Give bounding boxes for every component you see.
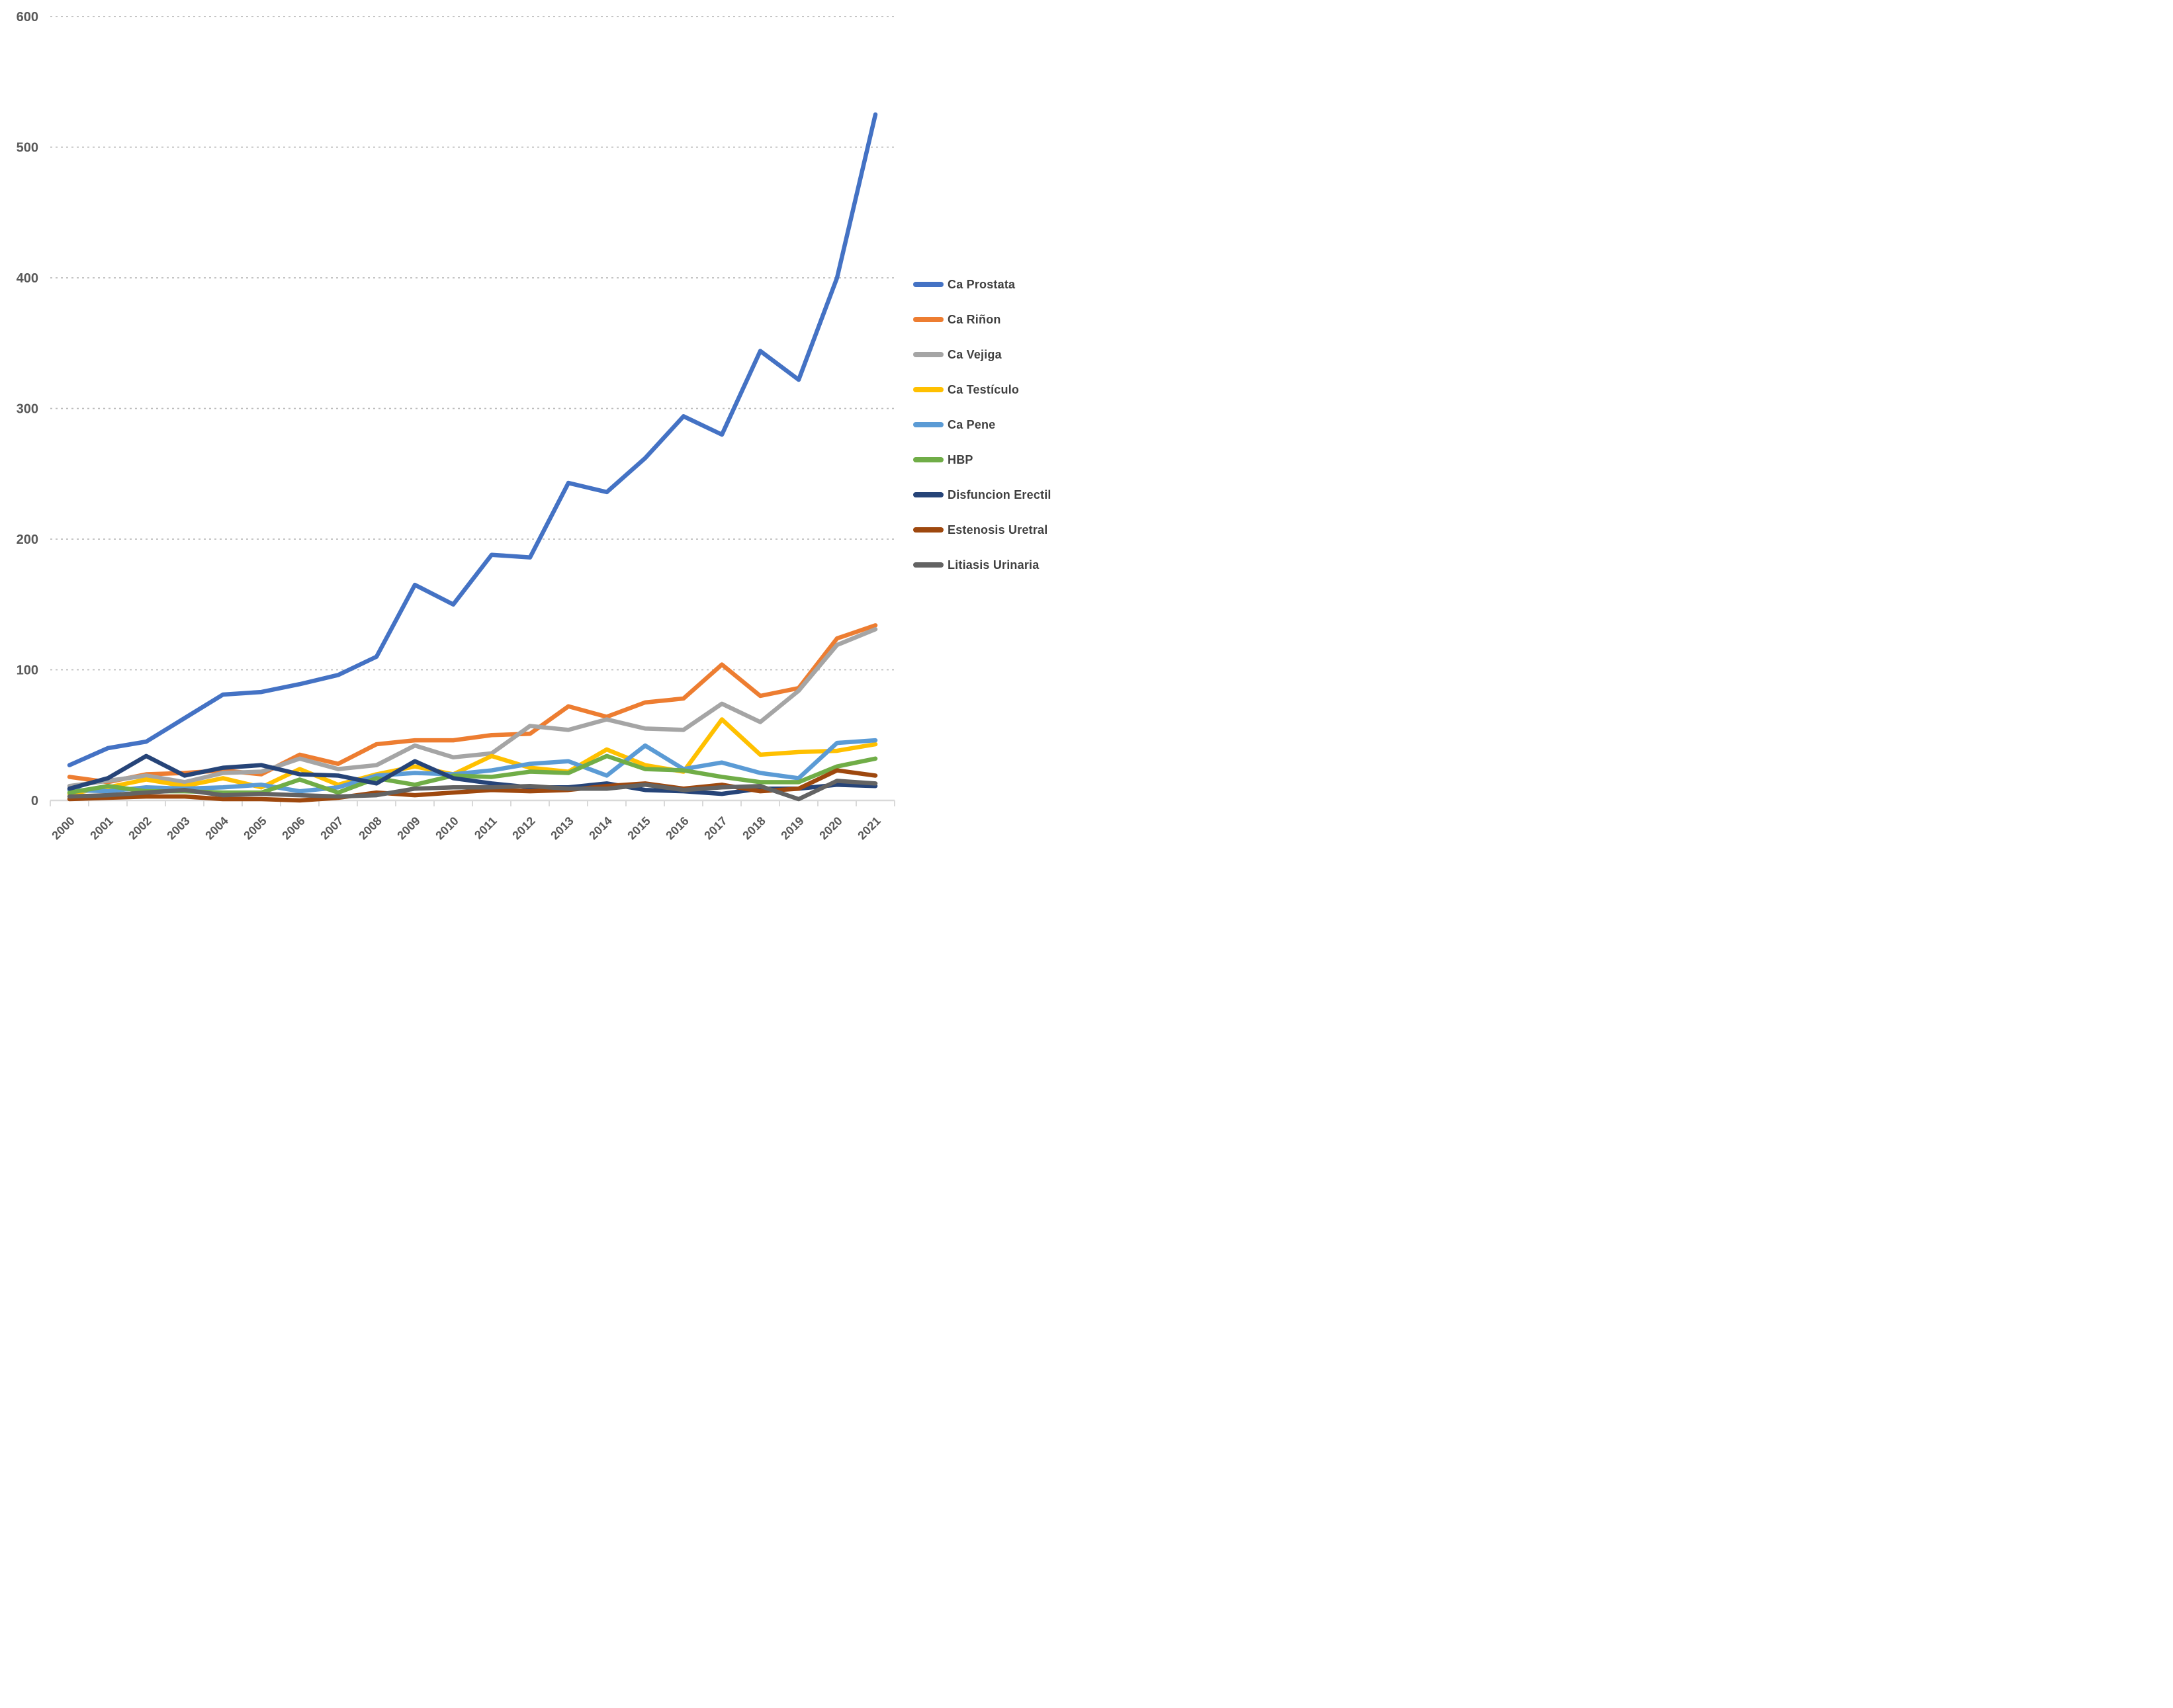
series-line-ca-riñon: [67, 623, 878, 785]
legend-label: Ca Vejiga: [948, 347, 1002, 361]
series-line-ca-testículo: [67, 717, 878, 796]
x-axis-tick-label: 2014: [586, 814, 614, 842]
series-line-ca-vejiga: [67, 627, 878, 789]
legend-label: HBP: [948, 452, 973, 466]
x-axis-tick-label: 2019: [778, 814, 806, 842]
line-chart-figure: 0 100 200 300 400 500 600 2000 2001 2002 2003 2004 2…: [0, 0, 1086, 854]
legend-swatch-icon: [913, 282, 944, 287]
x-axis-tick-label: 2021: [855, 814, 883, 842]
legend-label: Disfuncion Erectil: [948, 488, 1051, 501]
y-axis-tick-label: 500: [17, 141, 38, 155]
legend-swatch-icon: [913, 562, 944, 568]
legend-swatch-icon: [913, 492, 944, 497]
y-axis-tick-label: 600: [17, 10, 38, 24]
x-axis-tick-label: 2005: [241, 814, 269, 842]
legend-item-litiasis-urinaria: Litiasis Urinaria: [913, 556, 1051, 574]
legend-label: Litiasis Urinaria: [948, 558, 1040, 572]
y-axis-tick-label: 300: [17, 402, 38, 417]
x-axis-tick-label: 2006: [279, 814, 307, 842]
series-line-ca-prostata: [67, 112, 878, 767]
x-axis-tick-label: 2010: [433, 814, 461, 842]
legend-swatch-icon: [913, 387, 944, 392]
x-axis-tick-label: 2008: [356, 814, 384, 842]
x-axis-tick-label: 2012: [510, 814, 537, 842]
legend-item-ca-riñon: Ca Riñon: [913, 310, 1051, 329]
x-axis-tick-label: 2007: [318, 814, 345, 842]
x-axis-tick-label: 2015: [625, 814, 652, 842]
x-axis-tick-label: 2004: [202, 814, 230, 842]
x-axis-tick-label: 2011: [472, 814, 500, 842]
legend-swatch-icon: [913, 527, 944, 533]
legend-label: Ca Pene: [948, 417, 996, 431]
legend-item-estenosis-uretral: Estenosis Uretral: [913, 521, 1051, 539]
series-line-disfuncion-erectil: [67, 753, 878, 796]
legend-label: Ca Riñon: [948, 312, 1001, 326]
legend-swatch-icon: [913, 422, 944, 427]
x-axis-tick-label: 2002: [126, 814, 154, 842]
x-axis-tick-label: 2020: [817, 814, 844, 842]
y-axis-tick-label: 200: [17, 533, 38, 547]
legend-item-ca-prostata: Ca Prostata: [913, 275, 1051, 294]
x-axis-tick-label: 2001: [87, 814, 115, 842]
legend-item-ca-pene: Ca Pene: [913, 415, 1051, 434]
legend-item-ca-testículo: Ca Testículo: [913, 380, 1051, 399]
legend-item-ca-vejiga: Ca Vejiga: [913, 345, 1051, 364]
legend-swatch-icon: [913, 457, 944, 462]
x-axis-tick-label: 2013: [548, 814, 576, 842]
x-axis-tick-label: 2003: [164, 814, 192, 842]
legend-label: Ca Testículo: [948, 382, 1020, 396]
y-axis-tick-label: 100: [17, 663, 38, 678]
legend-label: Estenosis Uretral: [948, 523, 1048, 536]
legend-item-disfuncion-erectil: Disfuncion Erectil: [913, 486, 1051, 504]
legend: Ca Prostata Ca Riñon Ca Vejiga Ca Testículo…: [913, 275, 1051, 591]
y-axis-tick-label: 0: [31, 794, 38, 808]
series-line-ca-pene: [67, 738, 878, 794]
x-axis-tick-label: 2009: [394, 814, 422, 842]
series-line-litiasis-urinaria: [67, 779, 878, 802]
x-axis-tick-label: 2016: [663, 814, 691, 842]
y-axis-tick-label: 400: [17, 271, 38, 286]
line-chart-canvas: 0 100 200 300 400 500 600 2000 2001 2002 2003 2004 2…: [17, 10, 895, 842]
x-axis-tick-label: 2018: [740, 814, 768, 842]
legend-label: Ca Prostata: [948, 277, 1016, 291]
x-axis-tick-label: 2017: [701, 814, 729, 842]
legend-swatch-icon: [913, 317, 944, 322]
legend-swatch-icon: [913, 352, 944, 357]
x-axis-tick-label: 2000: [49, 814, 77, 842]
legend-item-hbp: HBP: [913, 450, 1051, 469]
